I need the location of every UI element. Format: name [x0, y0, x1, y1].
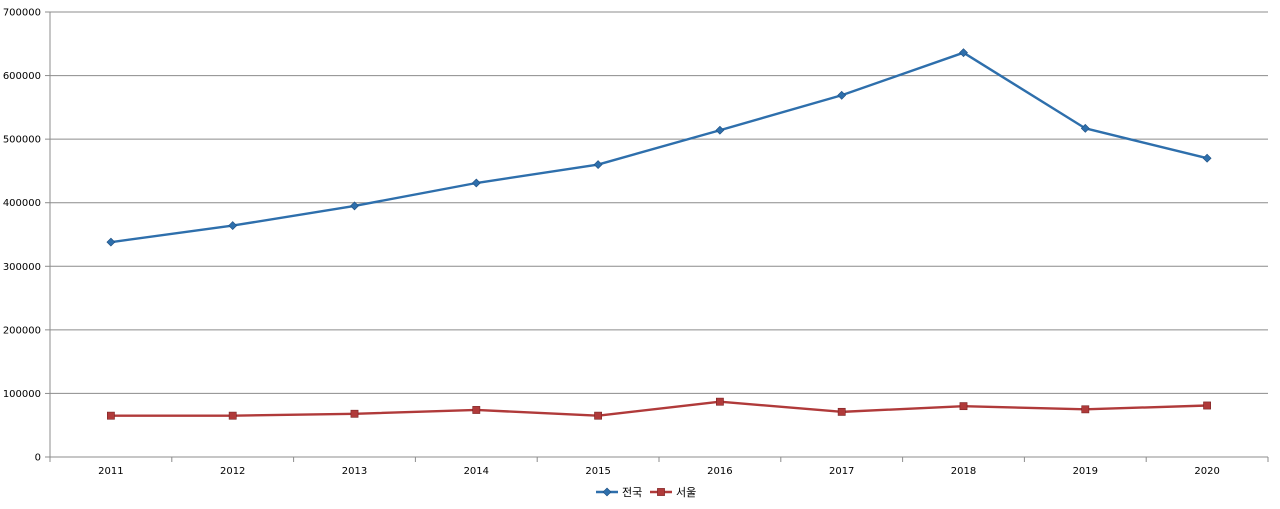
x-tick-label: 2016 — [707, 466, 732, 477]
data-point-series-2 — [350, 409, 359, 418]
legend-marker-1 — [602, 487, 612, 497]
x-tick-label: 2012 — [220, 466, 245, 477]
data-point-series-2 — [1081, 405, 1090, 414]
data-point-series-2 — [837, 407, 846, 416]
data-point-series-2 — [1203, 401, 1211, 410]
y-axis-tick-labels: 0 100000 200000 300000 400000 500000 600000 700… — [3, 8, 41, 464]
y-tick-label: 700000 — [3, 8, 41, 19]
x-axis-tick-labels: 2011 2012 2013 2014 2015 2016 2017 2018 2019 2020 — [98, 466, 1220, 477]
data-point-series-1 — [593, 160, 603, 169]
x-tick-label: 2013 — [342, 466, 367, 477]
x-tick-label: 2019 — [1073, 466, 1098, 477]
legend-label-2: 서울 — [676, 486, 696, 499]
x-tick-label: 2011 — [98, 466, 123, 477]
data-point-series-1 — [471, 178, 481, 188]
y-tick-label: 0 — [35, 453, 41, 464]
y-tick-label: 200000 — [3, 325, 41, 336]
data-point-series-1 — [959, 48, 968, 58]
data-point-series-1 — [228, 221, 238, 231]
data-point-series-2 — [959, 402, 968, 411]
series-line-2 — [110, 400, 1208, 417]
series-layer — [106, 48, 1212, 420]
data-point-series-2 — [228, 411, 237, 420]
x-tick-label: 2018 — [951, 466, 976, 477]
y-tick-label: 600000 — [3, 71, 41, 82]
data-point-series-1 — [715, 125, 725, 135]
data-point-series-1 — [837, 90, 847, 100]
x-tick-label: 2017 — [829, 466, 854, 477]
legend: 전국 서울 — [596, 486, 696, 499]
series-line-1 — [110, 51, 1208, 244]
x-tick-label: 2014 — [464, 466, 489, 477]
gridlines — [50, 11, 1268, 394]
y-tick-label: 300000 — [3, 262, 41, 273]
axes — [45, 11, 1269, 462]
y-tick-label: 100000 — [3, 389, 41, 400]
legend-label-1: 전국 — [622, 486, 642, 499]
y-tick-label: 500000 — [3, 135, 41, 146]
data-point-series-2 — [715, 397, 724, 406]
x-tick-label: 2020 — [1194, 466, 1219, 477]
data-point-series-2 — [107, 411, 115, 420]
data-point-series-2 — [594, 411, 602, 420]
x-tick-label: 2015 — [585, 466, 610, 477]
data-point-series-2 — [472, 406, 481, 414]
data-point-series-1 — [106, 237, 116, 247]
data-point-series-1 — [1080, 123, 1090, 133]
y-tick-label: 400000 — [3, 198, 41, 209]
data-point-series-1 — [350, 201, 359, 211]
legend-marker-2 — [657, 488, 665, 496]
data-point-series-1 — [1202, 153, 1212, 163]
